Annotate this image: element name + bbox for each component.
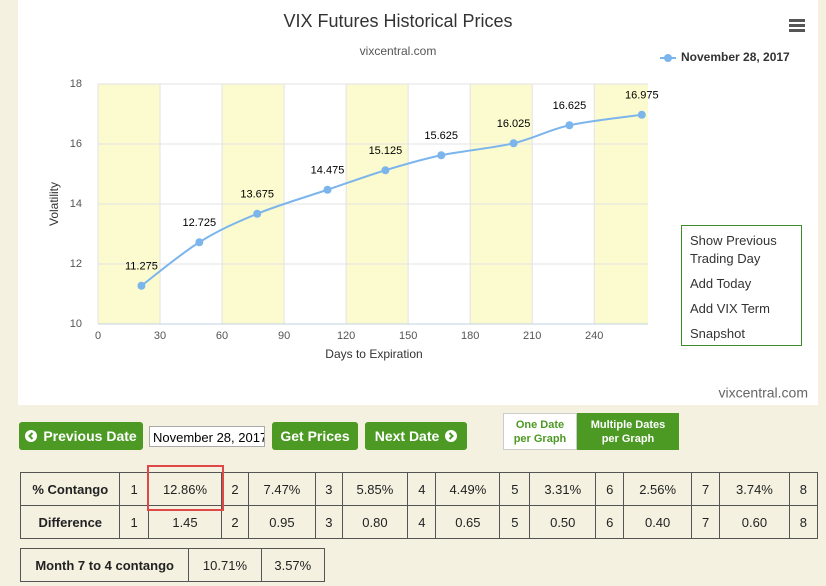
table-cell: 2: [221, 472, 249, 506]
chart: VIX Futures Historical Prices vixcentral…: [18, 0, 818, 405]
data-point: [195, 238, 204, 247]
table-cell: 0.40: [623, 505, 692, 539]
data-label: 16.975: [625, 90, 659, 102]
table-cell: 3: [315, 472, 343, 506]
data-label: 14.475: [311, 165, 345, 177]
table-cell: 7: [690, 472, 721, 506]
get-prices-button[interactable]: Get Prices: [272, 422, 358, 450]
table-cell: 5: [499, 472, 531, 506]
data-label: 15.625: [424, 130, 458, 142]
x-tick-label: 120: [337, 330, 355, 342]
table-row: % Contango 1 12.86% 2 7.47% 3 5.85% 4 4.49% 5 3.31…: [19, 472, 819, 506]
data-point: [637, 110, 646, 119]
menu-item[interactable]: Snapshot: [690, 326, 745, 341]
legend-marker: [664, 54, 672, 62]
chart-subtitle: vixcentral.com: [360, 44, 437, 58]
table-cell: 7.47%: [247, 472, 317, 506]
data-label: 13.675: [240, 189, 274, 201]
menu-item[interactable]: Add VIX Term: [690, 301, 770, 316]
x-tick-label: 60: [216, 330, 228, 342]
table-cell: 0.80: [341, 505, 409, 539]
x-axis-label: Days to Expiration: [325, 347, 422, 361]
table-cell: 10.71%: [188, 548, 262, 582]
x-tick-label: 180: [461, 330, 479, 342]
table-cell: 8: [788, 505, 819, 539]
menu-item[interactable]: Show Previous Trading Day: [690, 233, 777, 266]
button-label: Get Prices: [280, 428, 350, 444]
table-cell: 2.56%: [623, 472, 692, 506]
credit: vixcentral.com: [719, 385, 808, 401]
highlight-box: [147, 465, 224, 511]
x-tick-label: 30: [154, 330, 166, 342]
table-row: Month 7 to 4 contango 10.71% 3.57%: [19, 548, 326, 582]
data-point: [253, 209, 262, 218]
y-tick-label: 16: [70, 138, 82, 150]
table-row: Difference 1 1.45 2 0.95 3 0.80 4 0.65 5 0.50 6 0.40…: [19, 505, 819, 539]
data-label: 16.625: [553, 100, 587, 112]
table-cell: 6: [595, 505, 625, 539]
table-cell: 1: [119, 505, 149, 539]
data-point: [323, 185, 332, 194]
one-date-toggle[interactable]: One Date per Graph: [503, 413, 577, 450]
table-cell: 4.49%: [435, 472, 501, 506]
data-point: [137, 281, 146, 290]
table-cell: % Contango: [19, 472, 121, 506]
y-tick-label: 10: [70, 318, 82, 330]
data-point: [437, 151, 446, 160]
data-label: 12.725: [182, 217, 216, 229]
data-point: [509, 139, 518, 148]
table-cell: 2: [221, 505, 249, 539]
x-tick-label: 150: [399, 330, 417, 342]
chart-title: VIX Futures Historical Prices: [283, 11, 512, 31]
y-tick-label: 18: [70, 78, 82, 90]
table-cell: 4: [407, 472, 437, 506]
toggle-label: One Date per Graph: [513, 418, 567, 445]
toggle-label: Multiple Dates per Graph: [590, 418, 666, 445]
multiple-dates-toggle[interactable]: Multiple Dates per Graph: [577, 413, 679, 450]
month-contango-table: Month 7 to 4 contango 10.71% 3.57%: [19, 548, 326, 582]
y-tick-label: 14: [70, 198, 82, 210]
table-cell: 5: [499, 505, 531, 539]
button-label: Next Date: [374, 428, 440, 444]
data-label: 15.125: [369, 145, 403, 157]
table-cell: 1: [119, 472, 149, 506]
table-cell: 0.60: [719, 505, 790, 539]
data-point: [565, 121, 574, 130]
table-cell: 3: [315, 505, 343, 539]
data-label: 16.025: [497, 118, 531, 130]
y-axis-label: Volatility: [47, 182, 61, 226]
menu-button[interactable]: [789, 19, 805, 32]
table-cell: Month 7 to 4 contango: [19, 548, 190, 582]
y-tick-label: 12: [70, 258, 82, 270]
table-cell: 0.95: [247, 505, 317, 539]
table-cell: 5.85%: [341, 472, 409, 506]
x-tick-label: 240: [585, 330, 603, 342]
table-cell: Difference: [19, 505, 121, 539]
table-cell: 0.65: [435, 505, 501, 539]
previous-date-button[interactable]: Previous Date: [19, 422, 143, 450]
next-date-button[interactable]: Next Date: [365, 422, 467, 450]
table-cell: 0.50: [529, 505, 597, 539]
menu-item[interactable]: Add Today: [690, 276, 752, 291]
date-input[interactable]: November 28, 2017: [149, 426, 265, 447]
button-label: Previous Date: [43, 428, 137, 444]
table-cell: 7: [690, 505, 721, 539]
table-cell: 4: [407, 505, 437, 539]
table-cell: 6: [595, 472, 625, 506]
data-label: 11.275: [125, 261, 158, 273]
x-tick-label: 90: [278, 330, 290, 342]
table-cell: 8: [788, 472, 819, 506]
legend-label: November 28, 2017: [681, 50, 790, 64]
data-point: [381, 166, 390, 175]
table-cell: 3.57%: [260, 548, 326, 582]
table-cell: 3.74%: [719, 472, 790, 506]
table-cell: 3.31%: [529, 472, 597, 506]
x-tick-label: 210: [523, 330, 541, 342]
contango-table: % Contango 1 12.86% 2 7.47% 3 5.85% 4 4.49% 5 3.31…: [19, 472, 819, 539]
x-tick-label: 0: [95, 330, 101, 342]
context-menu: Show Previous Trading Day Add Today Add VI…: [681, 225, 802, 346]
